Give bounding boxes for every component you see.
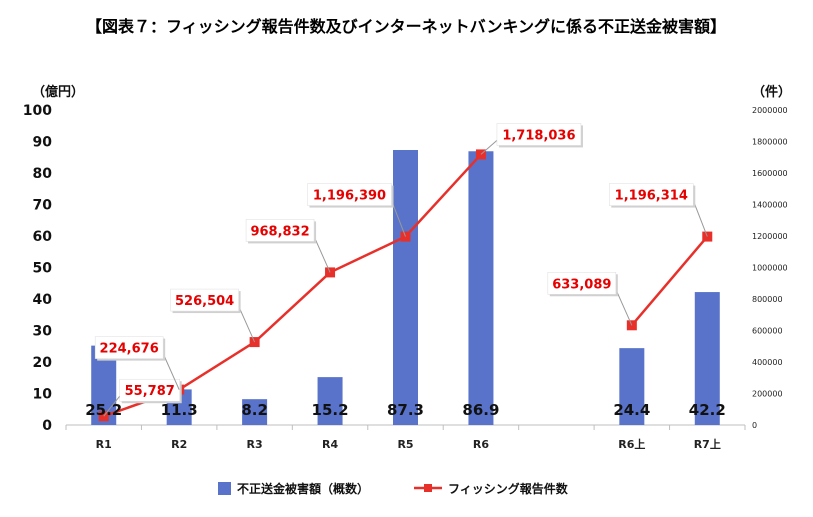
- callout-leader: [615, 289, 633, 326]
- line-value-label: 968,832: [250, 224, 309, 239]
- line-value-label: 1,196,314: [615, 189, 688, 204]
- callout-leader: [313, 236, 331, 273]
- category-label: R5: [397, 438, 413, 451]
- callout-box: [547, 272, 617, 295]
- category-label: R1: [96, 438, 112, 451]
- left-tick-label: 80: [33, 166, 53, 182]
- left-tick-label: 50: [33, 261, 53, 277]
- callout-leader: [103, 395, 121, 417]
- left-axis-ticks: 0 10 20 30 40 50 60 70 80 90 100: [23, 103, 52, 434]
- right-tick-label: 0: [752, 421, 757, 430]
- line-value-label: 55,787: [125, 384, 175, 399]
- right-tick-label: 600000: [752, 327, 783, 336]
- callout-box: [170, 288, 239, 312]
- line-value-label: 224,676: [100, 342, 159, 357]
- callout-leader: [391, 200, 406, 237]
- category-label: R4: [322, 438, 338, 451]
- left-tick-label: 30: [33, 324, 53, 340]
- line-value-label: 633,089: [552, 277, 611, 292]
- callout-leader: [238, 305, 256, 343]
- left-tick-label: 90: [33, 135, 53, 151]
- left-tick-label: 20: [33, 355, 53, 371]
- bar-value-label: 8.2: [241, 401, 268, 419]
- right-tick-label: 200000: [752, 390, 783, 399]
- category-ticks: R1 R2 R3 R4 R5 R6 R6上 R7上: [65, 425, 746, 451]
- legend-bar-swatch: [218, 482, 231, 495]
- callout-box: [94, 336, 164, 359]
- callout-leader: [480, 140, 498, 155]
- callout-box: [307, 183, 392, 206]
- line-value-label: 1,196,390: [313, 189, 386, 204]
- callout-leader: [692, 200, 708, 237]
- category-label: R2: [171, 438, 187, 451]
- bar: [694, 292, 720, 425]
- left-axis-unit: （億円）: [32, 84, 84, 100]
- right-tick-label: 1400000: [752, 201, 788, 210]
- legend: 不正送金被害額（概数） フィッシング報告件数: [218, 481, 569, 496]
- bar-value-label: 15.2: [312, 401, 349, 419]
- category-label: R3: [247, 438, 263, 451]
- right-tick-label: 1000000: [752, 264, 788, 273]
- line-value-label: 526,504: [175, 294, 234, 309]
- left-tick-label: 0: [42, 418, 52, 434]
- category-label: R6上: [618, 437, 645, 451]
- category-label: R7上: [694, 437, 721, 451]
- right-tick-label: 1200000: [752, 232, 788, 241]
- right-axis-ticks: 0 200000 400000 600000 800000 1000000 1200000 1…: [752, 106, 788, 430]
- bar: [317, 377, 343, 425]
- right-tick-label: 2000000: [752, 106, 788, 115]
- left-tick-label: 100: [23, 103, 52, 119]
- bar: [619, 348, 645, 425]
- left-tick-label: 70: [33, 198, 53, 214]
- bar-value-label: 24.4: [613, 401, 650, 419]
- category-label: R6: [473, 438, 489, 451]
- bar: [242, 399, 268, 425]
- left-tick-label: 60: [33, 229, 53, 245]
- bar: [393, 150, 418, 425]
- bar-value-label: 25.2: [85, 401, 122, 419]
- series-line: [103, 153, 482, 418]
- callout-box: [609, 183, 694, 206]
- callout-box: [496, 123, 582, 146]
- bar-value-label: 86.9: [462, 401, 499, 419]
- chart-title: 【図表７：フィッシング報告件数及びインターネットバンキングに係る不正送金被害額】: [86, 17, 726, 36]
- right-tick-label: 800000: [752, 295, 783, 304]
- bar-value-labels: 25.2 11.3 8.2 15.2 87.3 86.9 24.4 42.2: [85, 401, 726, 419]
- legend-line-label: フィッシング報告件数: [448, 481, 569, 496]
- right-tick-label: 1800000: [752, 138, 788, 147]
- bar: [468, 151, 494, 425]
- callout-leader: [162, 353, 180, 390]
- callout-box: [119, 378, 180, 402]
- series-line: [630, 235, 709, 327]
- legend-bar-label: 不正送金被害額（概数）: [237, 481, 369, 496]
- right-axis-unit: （件）: [752, 84, 791, 100]
- callout-box: [245, 219, 315, 242]
- left-tick-label: 40: [33, 292, 53, 308]
- right-tick-label: 1600000: [752, 169, 788, 178]
- bar-value-label: 11.3: [161, 401, 198, 419]
- line-value-labels: 55,787 224,676 526,504 968,832 1,196,390 1,71…: [94, 123, 708, 417]
- bar-value-label: 42.2: [689, 401, 726, 419]
- right-tick-label: 400000: [752, 358, 783, 367]
- legend-line-marker: [424, 484, 432, 492]
- bar-value-label: 87.3: [387, 401, 424, 419]
- left-tick-label: 10: [33, 387, 53, 403]
- line-value-label: 1,718,036: [502, 128, 575, 143]
